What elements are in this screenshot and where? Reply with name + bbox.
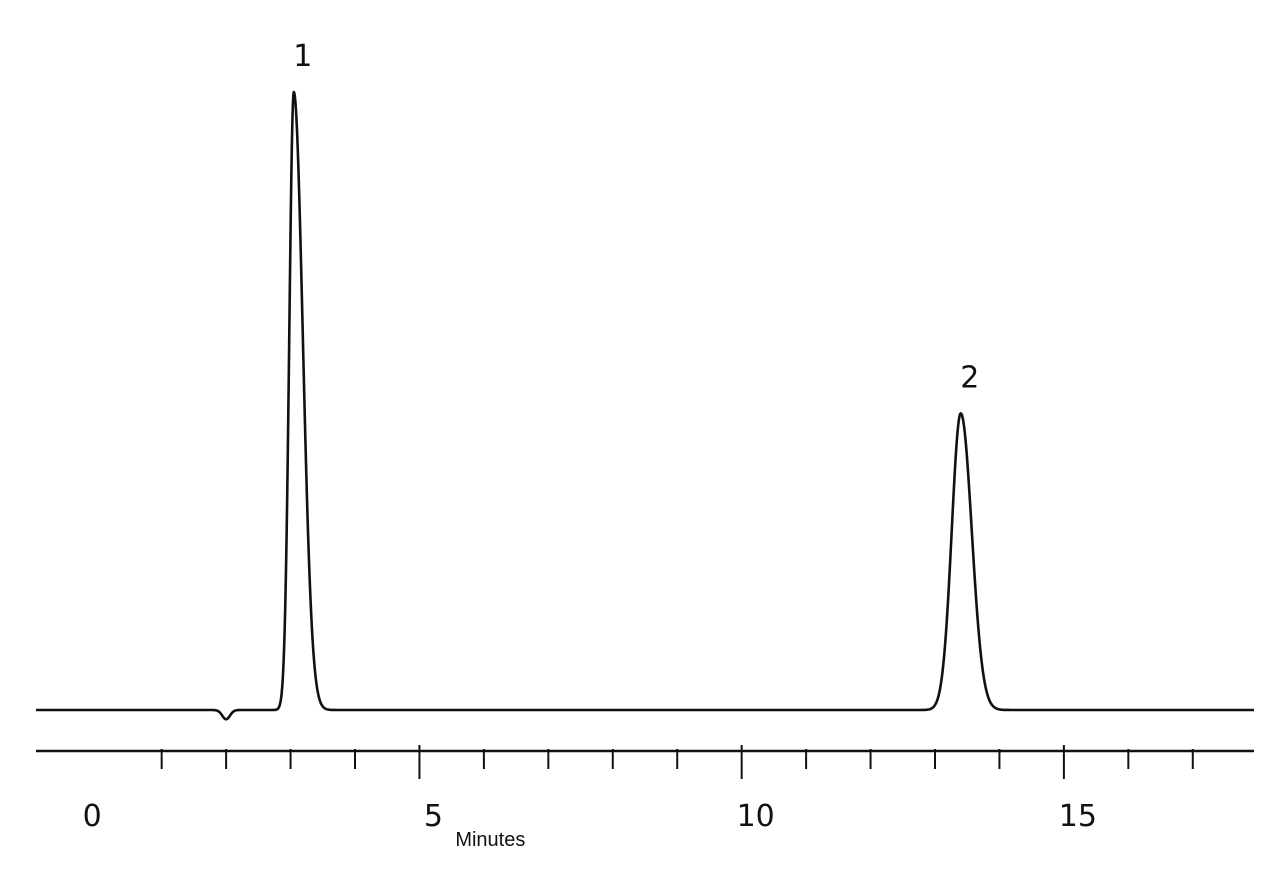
x-tick-label-0: 0: [83, 799, 102, 834]
x-tick-label-10: 10: [737, 799, 775, 834]
chromatogram-trace: [35, 90, 1255, 721]
x-axis-title: Minutes: [455, 829, 525, 851]
x-tick-label-5: 5: [424, 799, 443, 834]
peak-label-2: 2: [960, 360, 979, 395]
x-axis-tick-labels: 0 5 10 15: [83, 799, 1097, 834]
peak-labels: 12: [293, 39, 979, 395]
x-tick-label-15: 15: [1059, 799, 1097, 834]
x-axis-ticks: [160, 745, 1194, 779]
peak-label-1: 1: [293, 39, 312, 74]
